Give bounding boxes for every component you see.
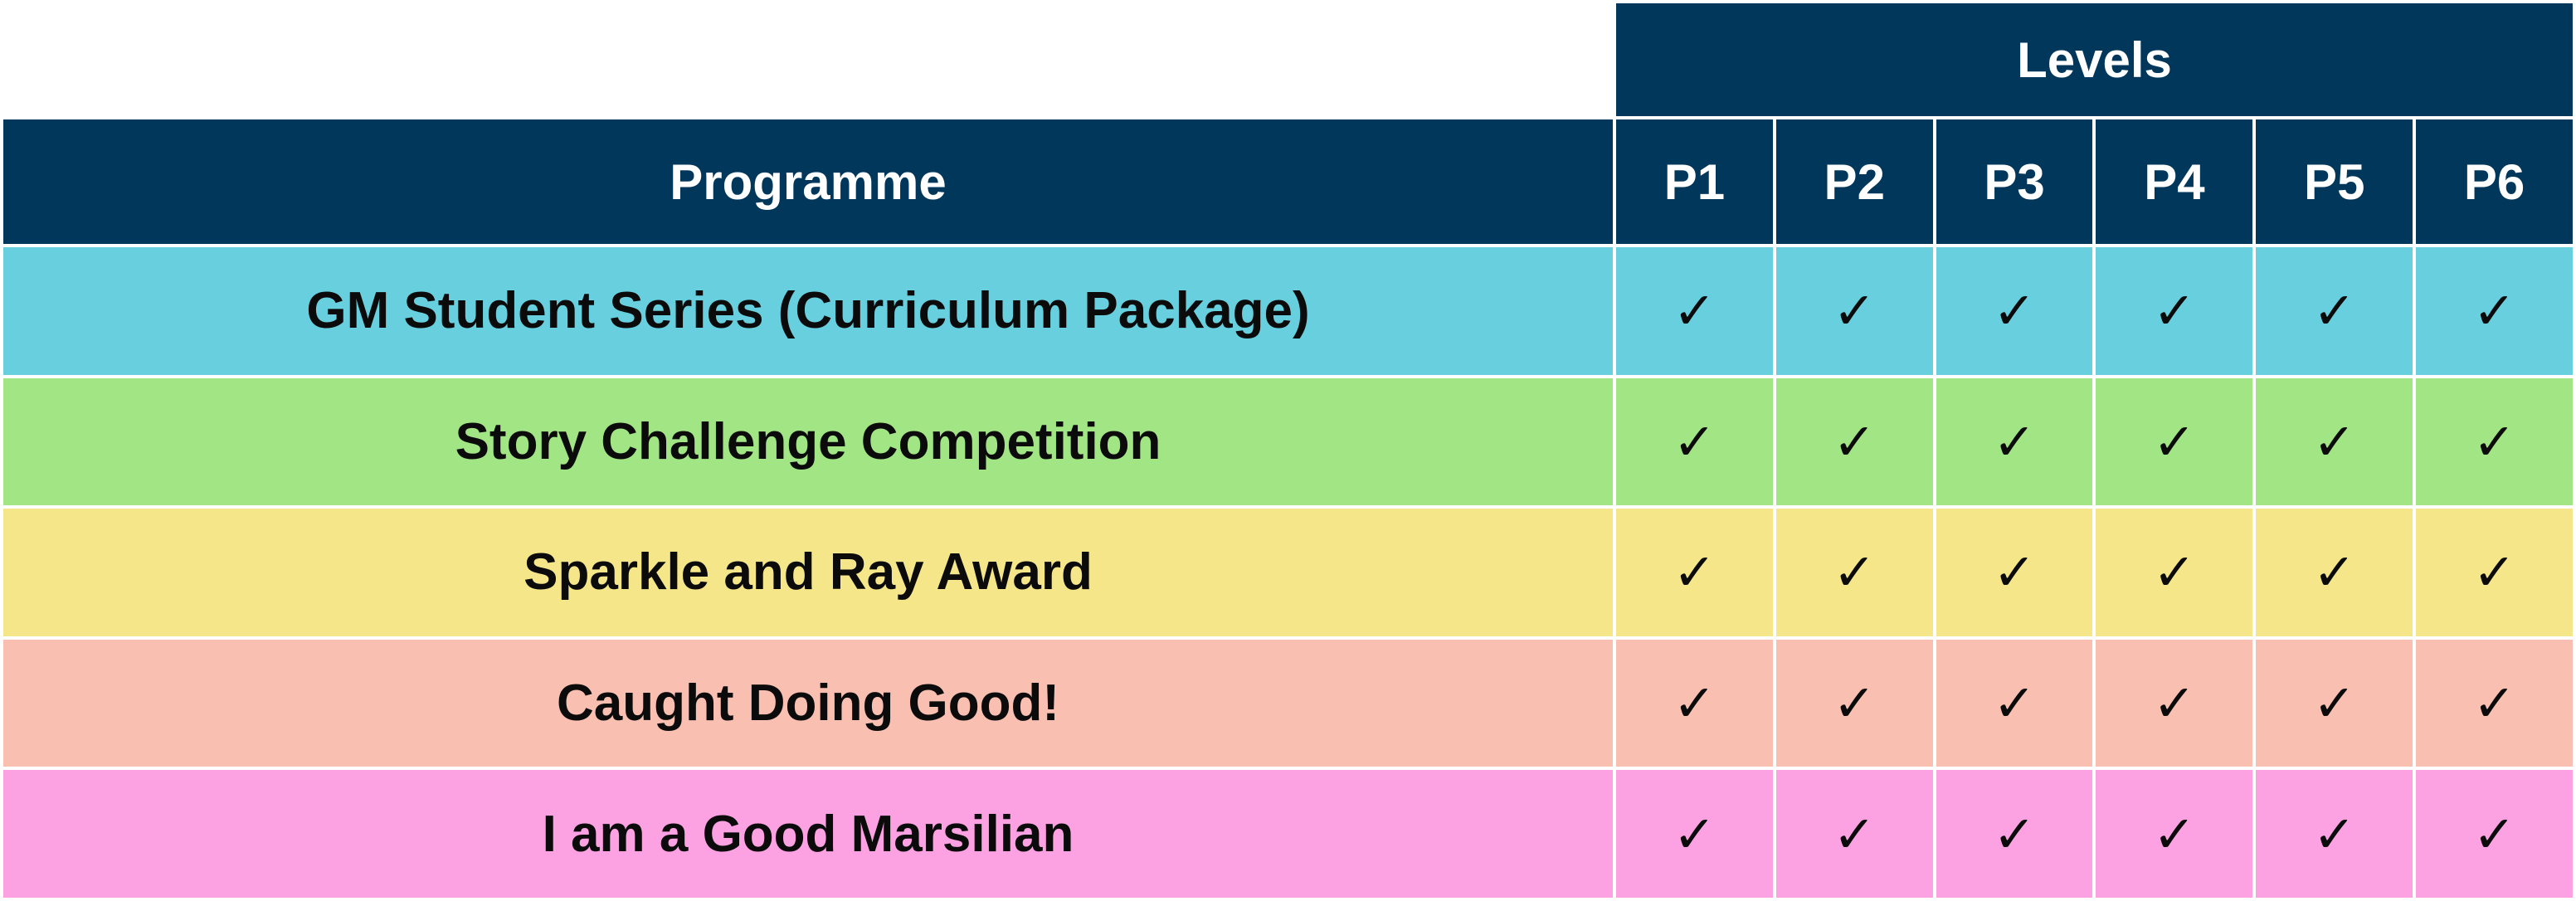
check-mark-cell: ✓ xyxy=(1936,639,2093,767)
programme-header: Programme xyxy=(3,119,1613,244)
check-mark-cell: ✓ xyxy=(1616,770,1773,898)
level-header-p4: P4 xyxy=(2096,119,2253,244)
level-header-p5: P5 xyxy=(2256,119,2413,244)
programme-name-cell: Caught Doing Good! xyxy=(3,639,1613,767)
programme-name-cell: Story Challenge Competition xyxy=(3,377,1613,506)
check-mark-cell: ✓ xyxy=(1775,639,1933,767)
check-mark-cell: ✓ xyxy=(1936,377,2093,506)
programme-name-cell: I am a Good Marsilian xyxy=(3,770,1613,898)
empty-corner-cell xyxy=(3,3,1613,116)
check-mark-cell: ✓ xyxy=(1775,509,1933,636)
check-mark-cell: ✓ xyxy=(2256,509,2413,636)
check-mark-cell: ✓ xyxy=(2096,770,2253,898)
check-mark-cell: ✓ xyxy=(2256,639,2413,767)
check-mark-cell: ✓ xyxy=(2096,509,2253,636)
programme-name-cell: GM Student Series (Curriculum Package) xyxy=(3,247,1613,375)
check-mark-cell: ✓ xyxy=(1936,247,2093,375)
check-mark-cell: ✓ xyxy=(2096,377,2253,506)
check-mark-cell: ✓ xyxy=(2416,770,2573,898)
check-mark-cell: ✓ xyxy=(2256,377,2413,506)
programme-name-cell: Sparkle and Ray Award xyxy=(3,509,1613,636)
check-mark-cell: ✓ xyxy=(1936,770,2093,898)
check-mark-cell: ✓ xyxy=(2256,247,2413,375)
check-mark-cell: ✓ xyxy=(2416,509,2573,636)
check-mark-cell: ✓ xyxy=(2416,247,2573,375)
check-mark-cell: ✓ xyxy=(1936,509,2093,636)
check-mark-cell: ✓ xyxy=(2096,247,2253,375)
levels-header: Levels xyxy=(1616,3,2573,116)
check-mark-cell: ✓ xyxy=(1775,377,1933,506)
check-mark-cell: ✓ xyxy=(2096,639,2253,767)
check-mark-cell: ✓ xyxy=(1616,639,1773,767)
level-header-p2: P2 xyxy=(1775,119,1933,244)
check-mark-cell: ✓ xyxy=(1775,770,1933,898)
check-mark-cell: ✓ xyxy=(2416,639,2573,767)
check-mark-cell: ✓ xyxy=(1616,247,1773,375)
level-header-p6: P6 xyxy=(2416,119,2573,244)
check-mark-cell: ✓ xyxy=(2256,770,2413,898)
level-header-p3: P3 xyxy=(1936,119,2093,244)
programme-levels-table: Levels Programme P1 P2 P3 P4 P5 P6 GM St… xyxy=(3,3,2573,898)
check-mark-cell: ✓ xyxy=(1616,509,1773,636)
check-mark-cell: ✓ xyxy=(2416,377,2573,506)
level-header-p1: P1 xyxy=(1616,119,1773,244)
check-mark-cell: ✓ xyxy=(1616,377,1773,506)
check-mark-cell: ✓ xyxy=(1775,247,1933,375)
